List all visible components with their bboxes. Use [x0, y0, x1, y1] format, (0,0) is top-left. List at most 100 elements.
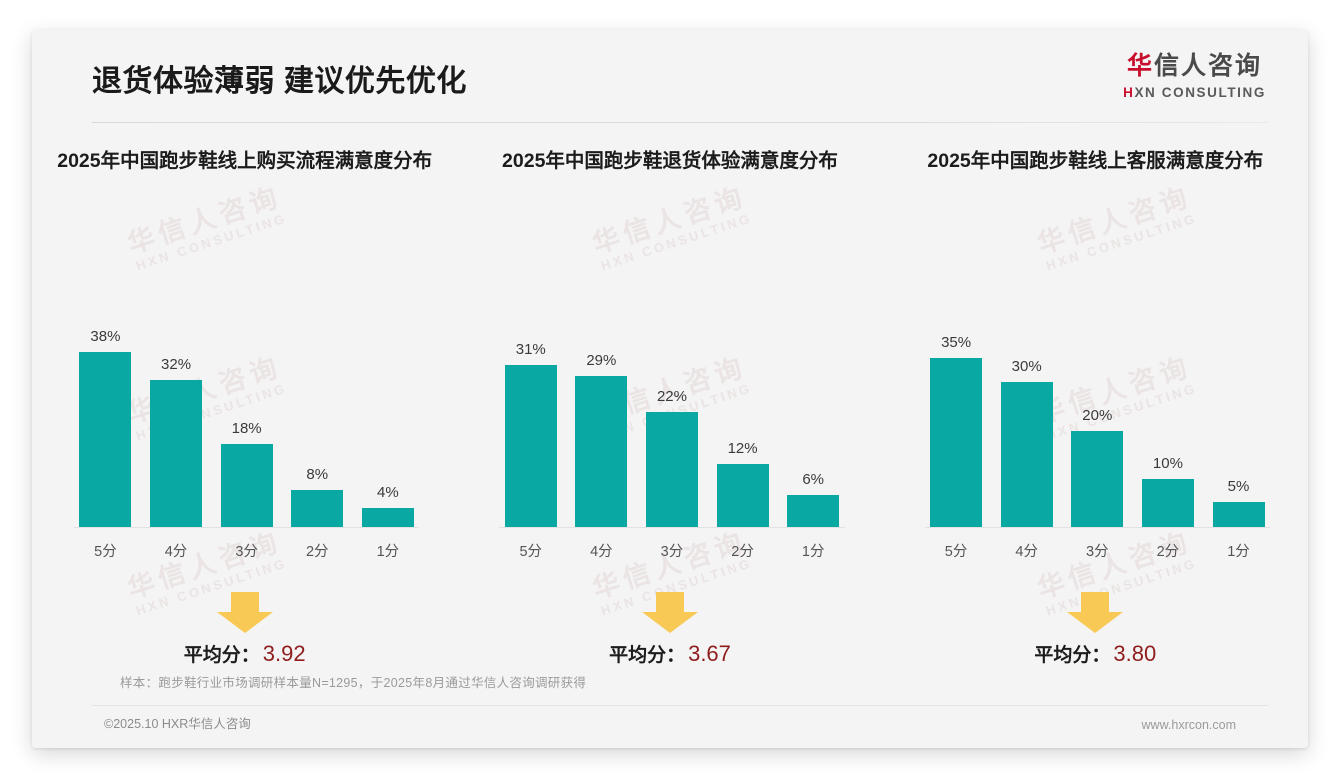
- bar-value-label: 22%: [656, 388, 687, 405]
- chart-panel-customer-service: 2025年中国跑步鞋线上客服满意度分布 35% 30% 20%: [883, 148, 1308, 678]
- bar-value-label: 20%: [1082, 407, 1113, 424]
- bar-item: 22%: [641, 278, 704, 527]
- bar-item: 30%: [995, 278, 1058, 527]
- bar-value-label: 35%: [941, 334, 972, 351]
- bar: [220, 444, 273, 527]
- bar-chart-customer-service: 35% 30% 20% 10%: [897, 278, 1294, 560]
- x-tick-label: 4分: [164, 544, 188, 560]
- slide-card: 退货体验薄弱 建议优先优化 华信人咨询 HXN CONSULTING 华信人咨询…: [32, 30, 1308, 748]
- x-tick-label: 1分: [376, 544, 400, 560]
- x-tick-label: 1分: [1227, 544, 1250, 560]
- bar-item: 32%: [145, 278, 208, 527]
- bar-item: 4%: [356, 278, 419, 527]
- bar: [787, 495, 840, 527]
- logo-english-rest: XN CONSULTING: [1134, 85, 1266, 100]
- logo-chinese-text: 华信人咨询: [1123, 54, 1266, 79]
- bar-group: 35% 30% 20% 10%: [925, 278, 1270, 527]
- average-value: 3.80: [1113, 641, 1157, 666]
- bar: [930, 358, 983, 527]
- bar: [1141, 479, 1194, 527]
- x-tick-label: 5分: [944, 544, 968, 560]
- average-value: 3.92: [262, 641, 306, 666]
- x-tick-label: 2分: [305, 544, 329, 560]
- bar-value-label: 38%: [90, 328, 121, 345]
- arrow-down-icon: [641, 592, 698, 633]
- bar-item: 8%: [286, 278, 349, 527]
- bar-value-label: 18%: [231, 420, 262, 437]
- bar-value-label: 5%: [1227, 478, 1250, 495]
- x-tick-label: 2分: [1156, 544, 1180, 560]
- logo-english-text: HXN CONSULTING: [1123, 86, 1266, 100]
- logo-chinese-highlight: 华: [1127, 52, 1155, 80]
- bar: [575, 376, 628, 527]
- bar-chart-purchase-flow: 38% 32% 18% 8%: [46, 278, 443, 560]
- bar: [716, 464, 769, 527]
- x-axis-labels: 5分 4分 3分 2分 1分: [74, 540, 419, 561]
- page-title: 退货体验薄弱 建议优先优化: [92, 65, 467, 98]
- x-tick-label: 3分: [1086, 544, 1109, 560]
- average-value: 3.67: [688, 641, 731, 666]
- x-axis-line: [499, 527, 845, 528]
- chart-panel-purchase-flow: 2025年中国跑步鞋线上购买流程满意度分布 38% 32% 18%: [32, 148, 457, 678]
- bar-value-label: 30%: [1011, 358, 1042, 375]
- bar-item: 5%: [1207, 278, 1270, 527]
- bar: [1071, 431, 1124, 527]
- chart-title: 2025年中国跑步鞋退货体验满意度分布: [502, 150, 838, 172]
- chart-panel-return-experience: 2025年中国跑步鞋退货体验满意度分布 31% 29% 22%: [457, 148, 882, 678]
- bar: [291, 490, 344, 527]
- bar-item: 31%: [499, 278, 562, 527]
- slide-header: 退货体验薄弱 建议优先优化 华信人咨询 HXN CONSULTING: [32, 30, 1308, 122]
- x-tick-label: 5分: [519, 544, 543, 560]
- chart-title: 2025年中国跑步鞋线上客服满意度分布: [927, 150, 1264, 172]
- bar-chart-return-experience: 31% 29% 22% 12%: [471, 278, 868, 560]
- average-label: 平均分：: [609, 645, 686, 666]
- bar-value-label: 4%: [377, 484, 399, 501]
- website-url: www.hxrcon.com: [1141, 718, 1236, 732]
- x-tick-label: 1分: [801, 544, 825, 560]
- bar: [645, 412, 698, 527]
- bar: [79, 352, 132, 527]
- x-tick-label: 5分: [94, 544, 117, 560]
- brand-logo: 华信人咨询 HXN CONSULTING: [1123, 54, 1266, 100]
- bar-item: 18%: [215, 278, 278, 527]
- charts-row: 2025年中国跑步鞋线上购买流程满意度分布 38% 32% 18%: [32, 148, 1308, 678]
- bar-item: 12%: [711, 278, 774, 527]
- sample-note: 样本：跑步鞋行业市场调研样本量N=1295，于2025年8月通过华信人咨询调研获…: [120, 676, 587, 690]
- bar-group: 38% 32% 18% 8%: [74, 278, 419, 527]
- bar-item: 35%: [925, 278, 988, 527]
- average-zone: 平均分： 3.67: [471, 592, 868, 678]
- bar-value-label: 31%: [515, 341, 546, 358]
- bar-item: 10%: [1136, 278, 1199, 527]
- bar-item: 29%: [570, 278, 633, 527]
- arrow-down-icon: [1067, 592, 1124, 633]
- bar-value-label: 6%: [802, 471, 825, 488]
- x-axis-labels: 5分 4分 3分 2分 1分: [925, 540, 1270, 561]
- average-score: 平均分： 3.80: [897, 640, 1294, 667]
- x-tick-label: 4分: [590, 544, 613, 560]
- bar-value-label: 29%: [586, 352, 617, 369]
- footer-divider: [92, 705, 1268, 706]
- logo-english-highlight: H: [1123, 85, 1135, 100]
- x-axis-labels: 5分 4分 3分 2分 1分: [499, 540, 844, 561]
- average-score: 平均分： 3.67: [471, 640, 868, 667]
- arrow-down-icon: [216, 592, 273, 633]
- x-tick-label: 4分: [1015, 544, 1038, 560]
- bar-item: 20%: [1066, 278, 1129, 527]
- header-divider: [92, 122, 1268, 123]
- bar: [1000, 382, 1053, 527]
- x-axis-line: [74, 527, 420, 528]
- bar: [361, 508, 414, 527]
- bar: [504, 365, 557, 527]
- x-tick-label: 3分: [235, 544, 258, 560]
- bar-item: 6%: [782, 278, 845, 527]
- bar: [150, 380, 203, 527]
- bar-value-label: 8%: [306, 466, 329, 483]
- bar-item: 38%: [74, 278, 137, 527]
- bar: [1212, 502, 1265, 527]
- average-zone: 平均分： 3.80: [897, 592, 1294, 678]
- x-axis-line: [924, 527, 1270, 528]
- x-tick-label: 2分: [731, 544, 754, 560]
- logo-chinese-rest: 信人咨询: [1154, 52, 1263, 80]
- bar-group: 31% 29% 22% 12%: [499, 278, 844, 527]
- average-label: 平均分：: [183, 645, 260, 666]
